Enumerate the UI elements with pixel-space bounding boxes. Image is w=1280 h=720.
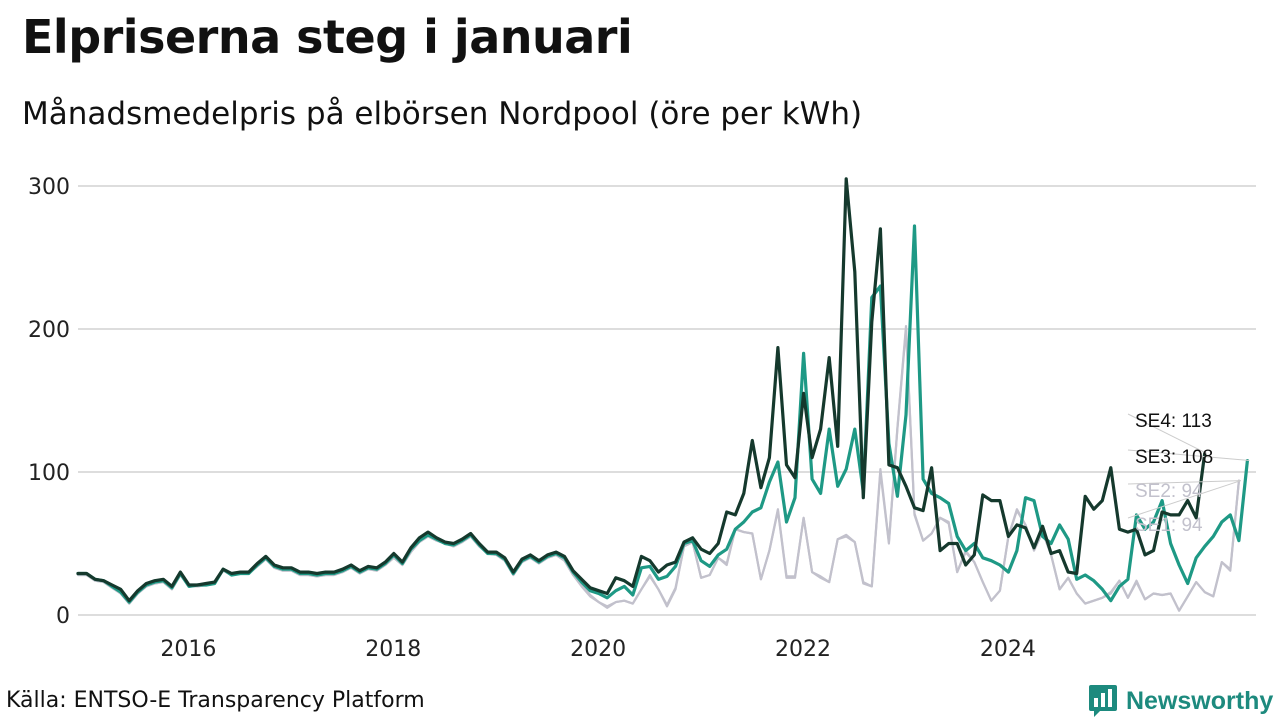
brand-name: Newsworthy [1126, 686, 1274, 715]
y-tick-label-0: 0 [56, 604, 70, 629]
series-label-se1: SE1: 94 [1135, 515, 1203, 536]
leader-line-se2 [1127, 480, 1241, 485]
leader-line-se3 [1127, 449, 1250, 462]
series-line-se4 [76, 177, 1207, 603]
chart-subtitle: Månadsmedelpris på elbörsen Nordpool (ör… [22, 96, 863, 132]
y-tick-label-100: 100 [28, 461, 70, 486]
series-label-se3: SE3: 108 [1135, 447, 1213, 468]
series-line-se3 [76, 224, 1250, 604]
series-label-se2: SE2: 94 [1135, 481, 1203, 502]
newsworthy-icon [1089, 685, 1117, 717]
y-tick-label-200: 200 [28, 318, 70, 343]
x-tick-label-2022: 2022 [775, 637, 831, 662]
brand-logo: Newsworthy [1088, 684, 1273, 718]
chart-title: Elpriserna steg i januari [22, 10, 633, 64]
leader-line-se4 [1127, 413, 1207, 454]
series-label-se4: SE4: 113 [1135, 411, 1212, 432]
y-tick-label-300: 300 [28, 175, 70, 200]
x-tick-label-2024: 2024 [980, 637, 1036, 662]
x-tick-label-2016: 2016 [160, 637, 216, 662]
source-note: Källa: ENTSO-E Transparency Platform [6, 688, 425, 713]
leader-line-se1 [1127, 480, 1242, 519]
x-tick-label-2018: 2018 [365, 637, 421, 662]
x-tick-label-2020: 2020 [570, 637, 626, 662]
